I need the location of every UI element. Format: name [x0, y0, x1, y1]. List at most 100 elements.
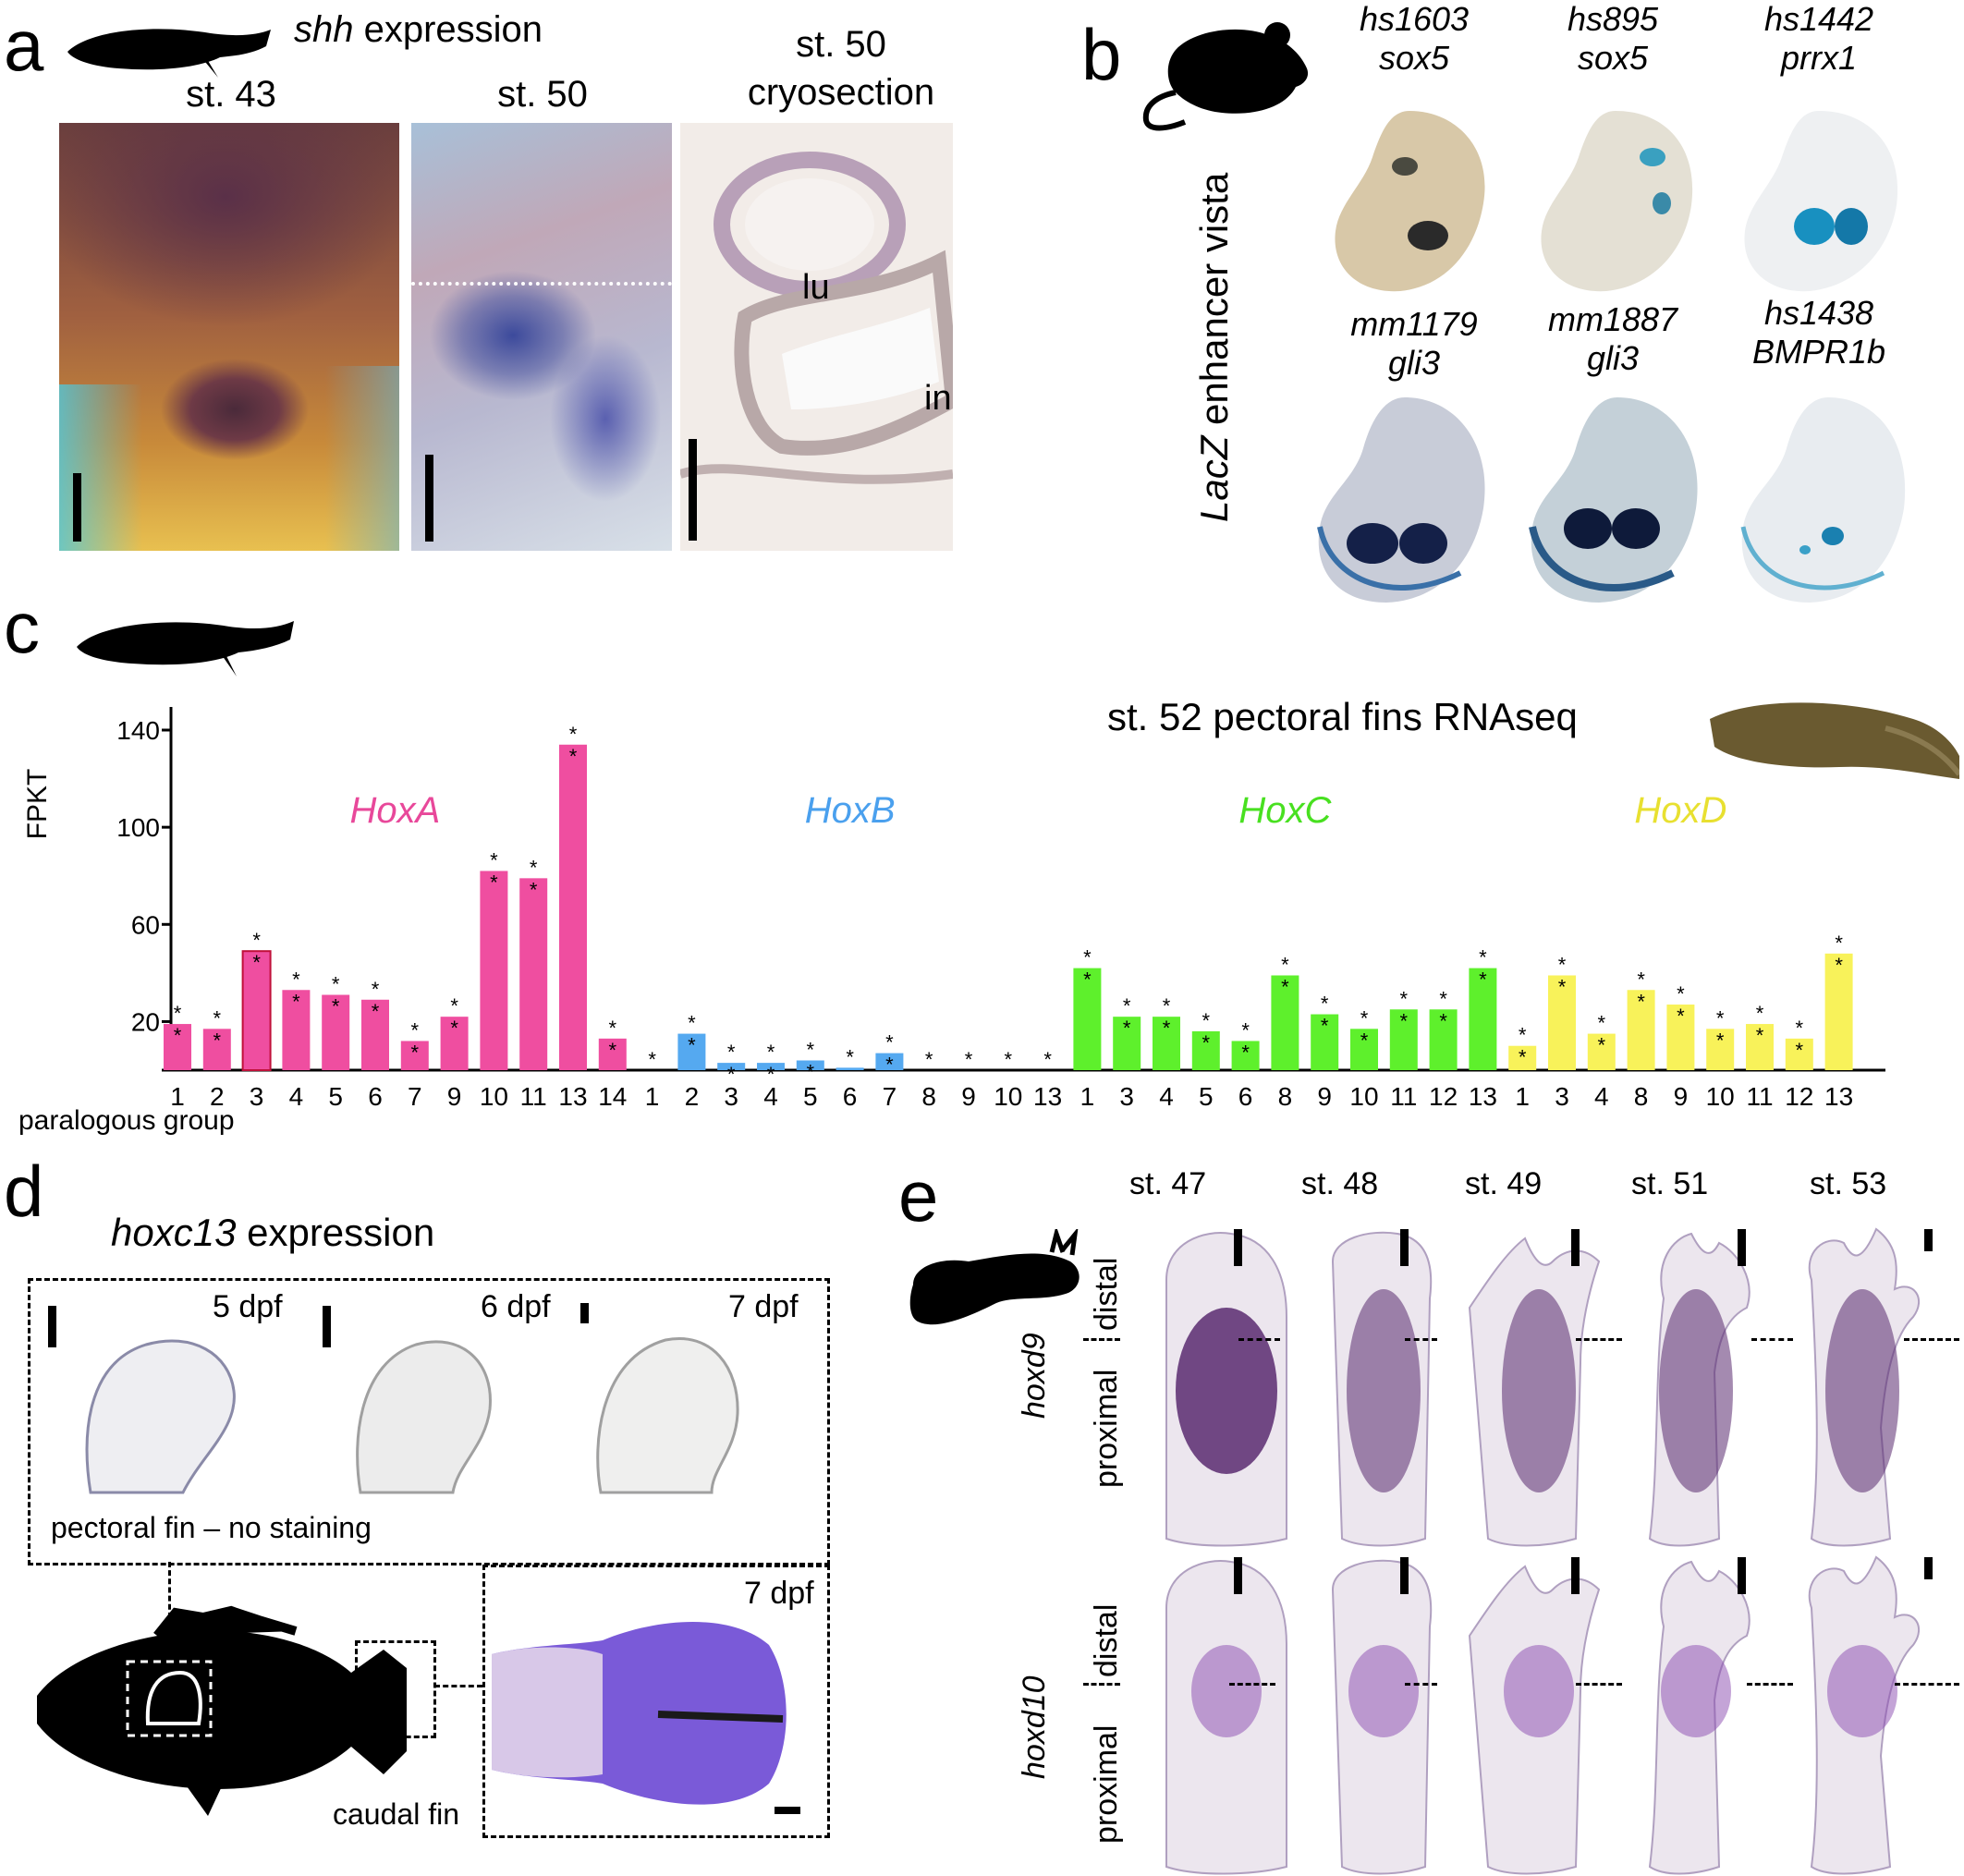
- intestine-label: in: [924, 379, 952, 418]
- stage-48-label: st. 48: [1301, 1166, 1379, 1201]
- hoxc-star-top-13: *: [1479, 946, 1487, 969]
- embryo-3-gene: prrx1: [1780, 39, 1858, 77]
- hoxd10-limb-5-image: [1808, 1555, 1920, 1875]
- embryo-1-gene: sox5: [1378, 39, 1450, 77]
- hoxb-bar-2: [677, 1033, 706, 1070]
- hoxc-bar-3: [1113, 1017, 1141, 1070]
- hoxb-series-label: HoxB: [805, 790, 896, 831]
- hoxb-star-top-1: *: [648, 1048, 656, 1071]
- hoxd10-limb-1-image: [1165, 1560, 1287, 1875]
- embryo-2-gene: sox5: [1577, 39, 1649, 77]
- dpf-5-label: 5 dpf: [213, 1289, 283, 1324]
- hoxc-star-in-13: *: [1479, 968, 1487, 992]
- hoxb-star-top-6: *: [846, 1045, 854, 1068]
- hoxa-x-label-9: 9: [447, 1082, 462, 1111]
- hoxd-star-in-3: *: [1558, 975, 1567, 998]
- panel-a-title: shh expression: [294, 9, 543, 51]
- hoxc-bar-12: [1429, 1009, 1458, 1070]
- hoxa-x-label-13: 13: [558, 1082, 587, 1111]
- y-tick-label-60: 60: [131, 910, 160, 939]
- hoxd-bar-9: [1666, 1005, 1695, 1070]
- hoxa-star-top-13: *: [569, 723, 578, 746]
- hoxb-x-label-8: 8: [921, 1082, 936, 1111]
- hoxc-star-in-11: *: [1400, 1009, 1409, 1032]
- hoxa-star-in-1: *: [174, 1024, 182, 1047]
- row1-gene-label: hoxd9: [1017, 1333, 1052, 1419]
- hoxc-bar-8: [1271, 975, 1299, 1070]
- hoxb-x-label-10: 10: [994, 1082, 1022, 1111]
- hoxa-x-label-4: 4: [289, 1082, 304, 1111]
- embryo-mm1887-image: [1529, 397, 1698, 603]
- hoxb-star-top-9: *: [965, 1048, 973, 1071]
- hoxc-star-top-8: *: [1281, 953, 1289, 976]
- caudal-fin-caption: caudal fin: [333, 1797, 459, 1831]
- hoxd-star-in-4: *: [1598, 1034, 1606, 1057]
- hoxb-star-top-10: *: [1005, 1048, 1013, 1071]
- fish-body-icon: [37, 1605, 407, 1816]
- panel-d-title-rest: expression: [236, 1211, 435, 1254]
- hoxd-star-in-1: *: [1519, 1046, 1527, 1069]
- hoxb-star-top-13: *: [1043, 1048, 1052, 1071]
- panel-a-label: a: [4, 5, 44, 86]
- embryo-4-id: mm1179: [1350, 305, 1478, 343]
- hoxb-x-label-9: 9: [961, 1082, 976, 1111]
- hoxd-star-top-11: *: [1756, 1002, 1764, 1025]
- panel-a-stage-50: st. 50: [497, 74, 588, 115]
- hoxa-star-in-14: *: [609, 1039, 617, 1062]
- hoxa-x-label-3: 3: [250, 1082, 264, 1111]
- hoxa-bar-13: [559, 744, 587, 1070]
- hoxc-star-top-1: *: [1083, 946, 1092, 969]
- lacz-italic: LacZ: [1192, 435, 1236, 522]
- hoxc-x-label-8: 8: [1278, 1082, 1293, 1111]
- hoxa-x-label-14: 14: [598, 1082, 627, 1111]
- hoxa-star-in-4: *: [292, 990, 300, 1013]
- hoxa-star-top-6: *: [372, 978, 380, 1001]
- caudal-fin-7dpf-image: [492, 1599, 787, 1825]
- hoxd10-scale-bar-5: [1924, 1557, 1933, 1579]
- hoxd-bar-11: [1746, 1024, 1774, 1070]
- hoxc-x-label-4: 4: [1159, 1082, 1174, 1111]
- hoxc-star-in-6: *: [1241, 1041, 1250, 1064]
- row2-boundary-line-4: [1576, 1683, 1622, 1686]
- hoxc-series-label: HoxC: [1238, 790, 1332, 831]
- hoxa-star-in-5: *: [332, 995, 340, 1018]
- hoxa-x-label-5: 5: [328, 1082, 343, 1111]
- row1-boundary-line-2: [1238, 1338, 1280, 1341]
- hoxa-bar-1: [164, 1024, 191, 1070]
- hoxc-bar-4: [1153, 1017, 1180, 1070]
- row2-boundary-line-3: [1405, 1683, 1437, 1686]
- hoxa-bar-5: [322, 994, 350, 1070]
- chart-x-tick-labels: 1 2 3 4 5 6 7 9 10 11 13 14 1 2 3 4 5 6 7 8 9 10 13 1 3 4 5 6 8 9 10 11…: [170, 1082, 1853, 1111]
- hoxd9-limb-4-image: [1648, 1232, 1751, 1547]
- embryo-5-id: mm1887: [1547, 300, 1678, 338]
- hoxd10-scale-bar-3: [1571, 1557, 1580, 1594]
- panel-a-stage-43: st. 43: [186, 74, 276, 115]
- hoxd-x-label-3: 3: [1555, 1082, 1569, 1111]
- hoxa-x-label-2: 2: [210, 1082, 225, 1111]
- hoxa-x-label-11: 11: [520, 1082, 547, 1111]
- hoxb-star-top-7: *: [885, 1031, 894, 1054]
- hoxd-star-top-8: *: [1637, 968, 1645, 991]
- row2-proximal-label: proximal: [1089, 1724, 1124, 1844]
- hoxd-x-label-10: 10: [1706, 1082, 1735, 1111]
- hoxd10-limb-2-image: [1331, 1559, 1433, 1875]
- embryo-4-gene: gli3: [1387, 344, 1441, 382]
- chart-x-axis-label: paralogous group: [18, 1105, 235, 1136]
- hoxa-star-in-2: *: [213, 1029, 222, 1052]
- hoxd9-scale-bar-3: [1571, 1229, 1580, 1266]
- hoxa-star-in-6: *: [372, 1000, 380, 1023]
- hoxb-star-in-5: *: [807, 1060, 815, 1083]
- hoxa-bar-9: [440, 1017, 469, 1070]
- hoxd-star-in-9: *: [1677, 1005, 1685, 1028]
- st50-section-plane-line: [411, 282, 672, 286]
- lumen-label: lu: [802, 268, 830, 307]
- hoxd-x-label-13: 13: [1824, 1082, 1853, 1111]
- hoxc-bar-6: [1231, 1041, 1260, 1070]
- hoxc-star-in-8: *: [1281, 975, 1289, 998]
- hoxa-bar-3: [241, 950, 272, 1071]
- lacz-enhancer-vista-label: LacZ enhancer vista: [1192, 173, 1237, 522]
- hoxc-x-label-13: 13: [1469, 1082, 1497, 1111]
- caudal-scale-bar: [775, 1807, 800, 1814]
- hoxb-x-label-5: 5: [803, 1082, 818, 1111]
- hoxa-star-top-14: *: [609, 1017, 617, 1040]
